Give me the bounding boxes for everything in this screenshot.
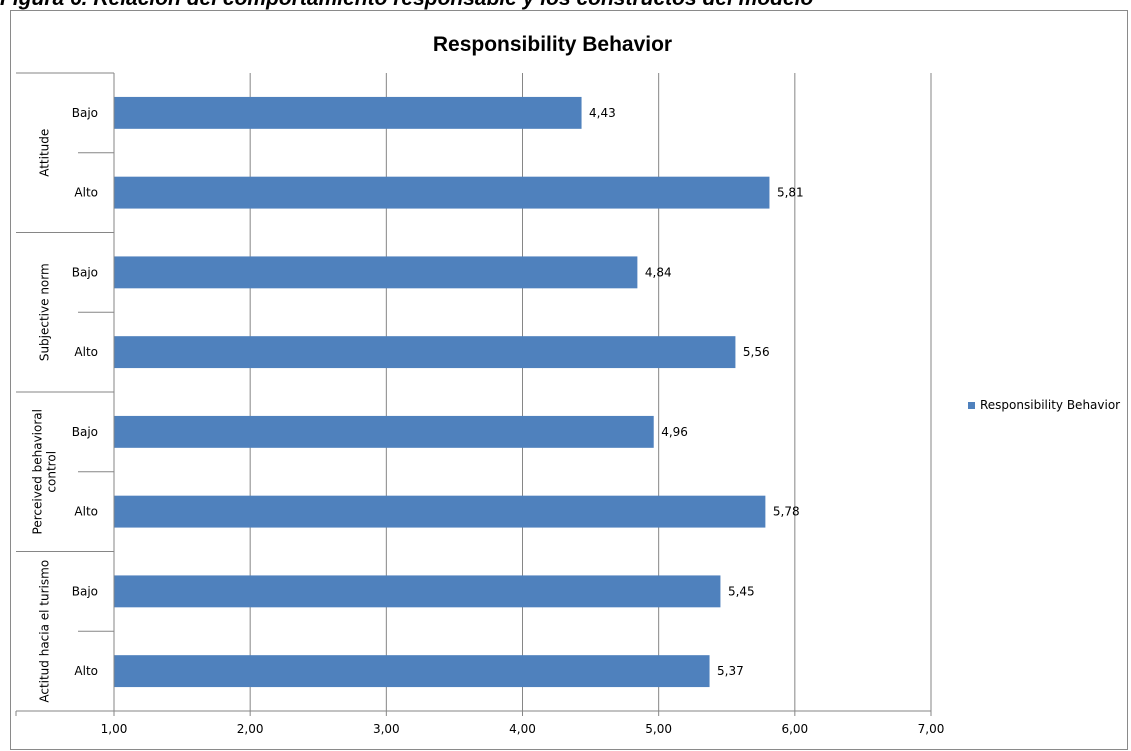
data-label: 4,43	[589, 106, 616, 120]
data-label: 5,81	[777, 186, 804, 200]
group-label-line: control	[45, 451, 59, 493]
x-tick-label: 3,00	[373, 722, 400, 736]
category-label: Alto	[74, 186, 98, 200]
bar[interactable]	[114, 495, 766, 528]
x-tick-label: 4,00	[509, 722, 536, 736]
bar[interactable]	[114, 176, 770, 209]
figure-caption: Figura 6. Relación del comportamiento re…	[0, 0, 1131, 11]
data-label: 5,37	[717, 664, 744, 678]
bar[interactable]	[114, 655, 710, 688]
x-tick-label: 7,00	[918, 722, 945, 736]
category-label: Alto	[74, 664, 98, 678]
legend-swatch	[968, 402, 975, 409]
category-label: Alto	[74, 345, 98, 359]
data-label: 4,84	[645, 265, 672, 279]
category-label: Bajo	[72, 265, 98, 279]
group-label: Perceived behavioralcontrol	[31, 409, 59, 534]
data-label: 5,78	[773, 505, 800, 519]
category-label: Bajo	[72, 106, 98, 120]
data-label: 5,45	[728, 584, 755, 598]
x-tick-label: 1,00	[101, 722, 128, 736]
chart-title: Responsibility Behavior	[433, 33, 672, 56]
bar-chart: Responsibility Behavior 1,00 2,00 3,00 4,00 5…	[15, 33, 1120, 736]
group-label: Actitud hacia el turismo	[38, 560, 52, 703]
group-label: Subjective norm	[38, 263, 52, 361]
chart-frame: Responsibility Behavior 1,00 2,00 3,00 4,00 5…	[10, 10, 1128, 750]
data-label: 4,96	[661, 425, 688, 439]
category-label: Bajo	[72, 425, 98, 439]
group-label: Attitude	[38, 129, 52, 177]
x-tick-label: 6,00	[781, 722, 808, 736]
bar[interactable]	[114, 256, 638, 289]
x-tick-label: 2,00	[237, 722, 264, 736]
bar[interactable]	[114, 415, 654, 448]
category-label: Alto	[74, 505, 98, 519]
legend-label: Responsibility Behavior	[980, 398, 1120, 412]
bar[interactable]	[114, 96, 582, 129]
bar[interactable]	[114, 336, 736, 369]
bar[interactable]	[114, 575, 721, 608]
group-label-line: Perceived behavioral	[31, 409, 45, 534]
data-label: 5,56	[743, 345, 770, 359]
category-label: Bajo	[72, 584, 98, 598]
x-tick-label: 5,00	[645, 722, 672, 736]
